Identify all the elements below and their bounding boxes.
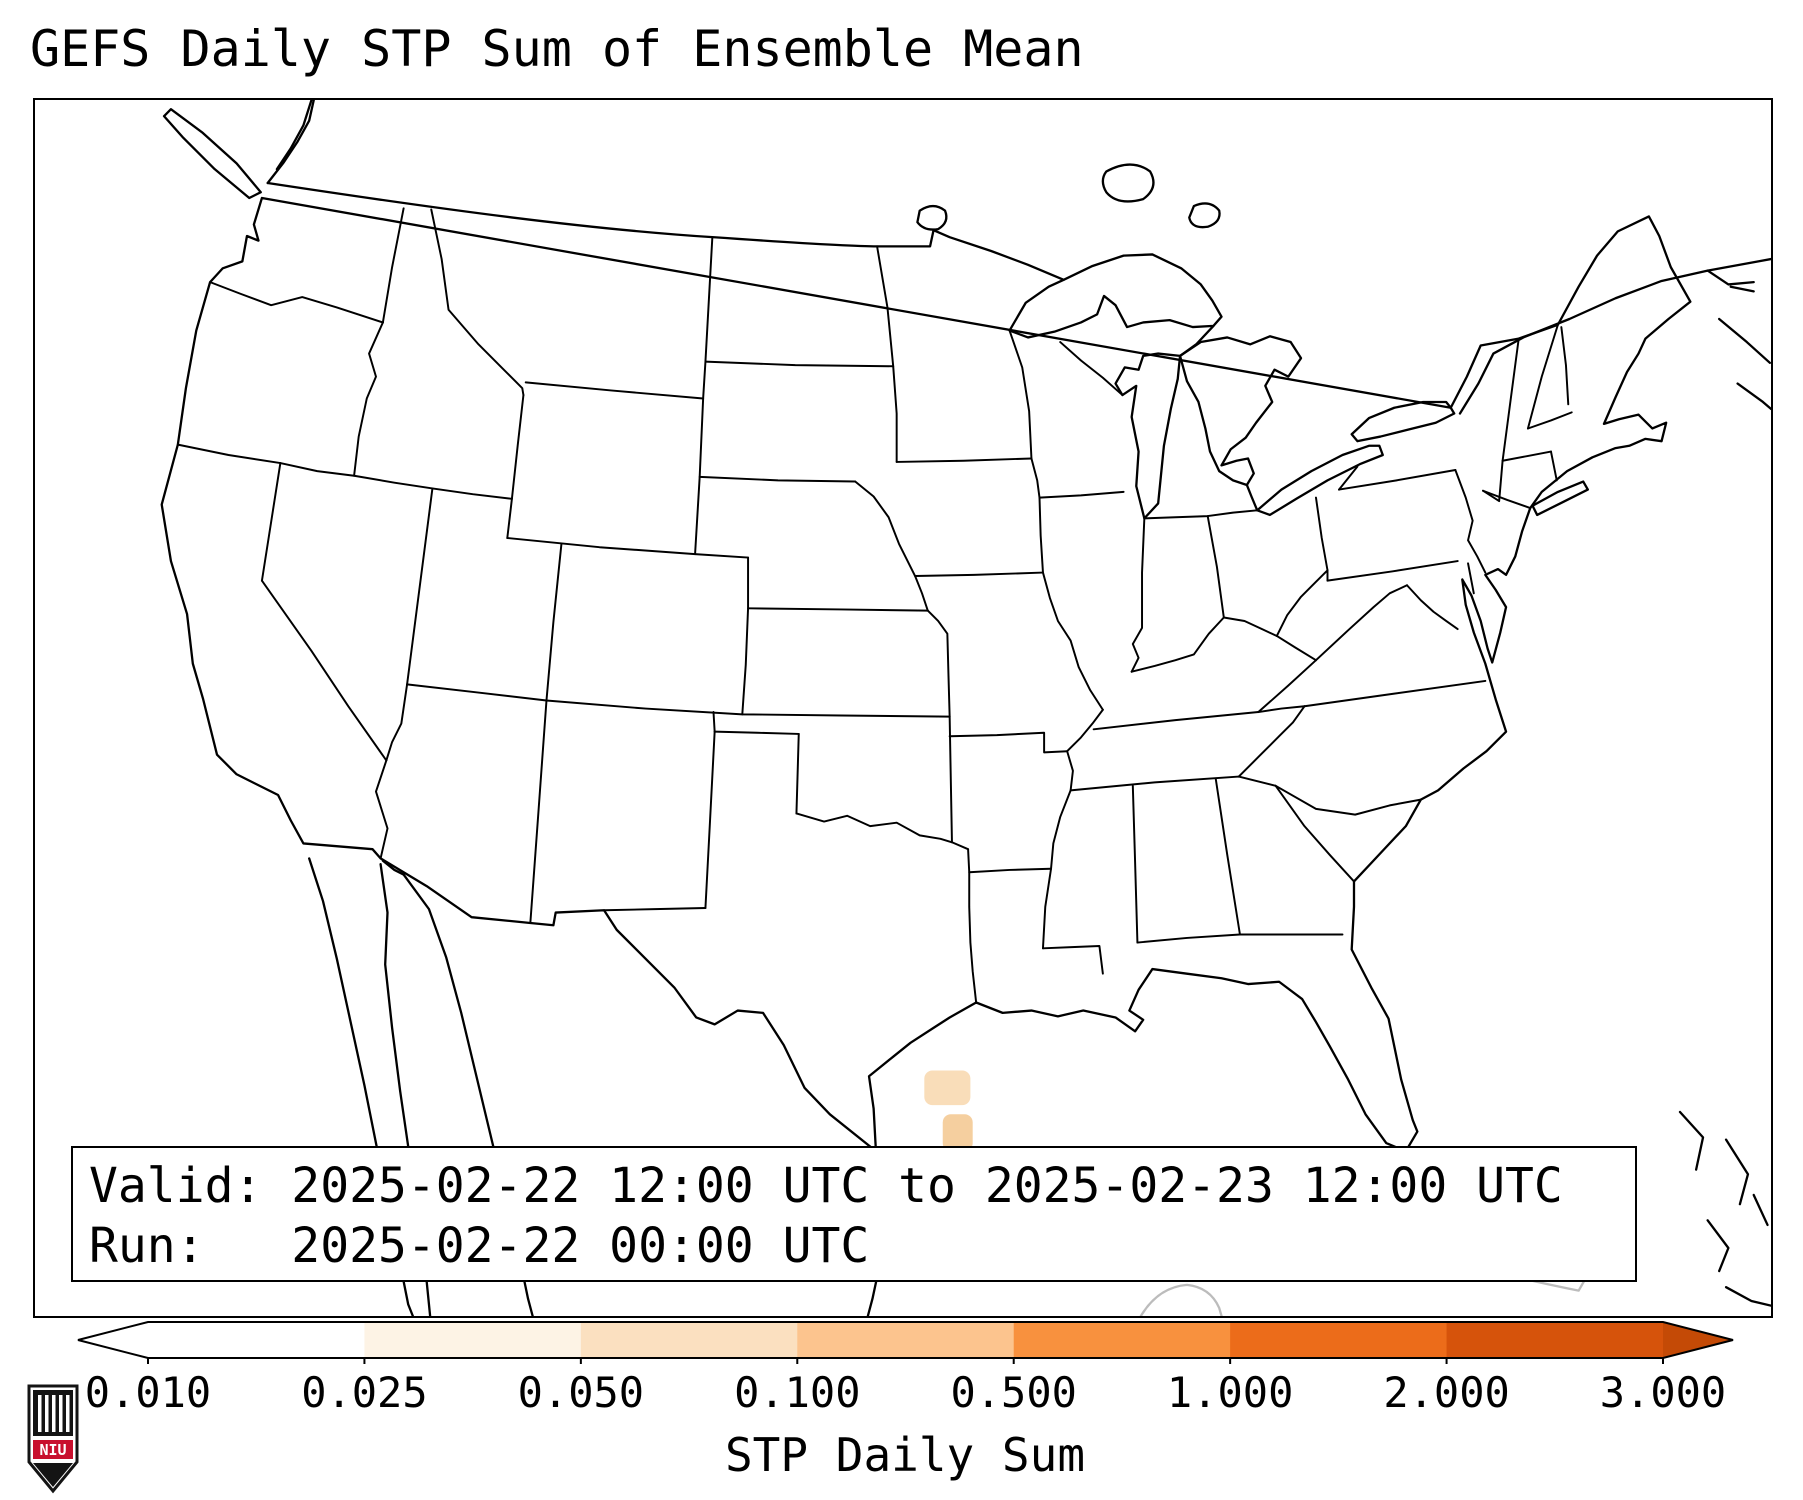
colorbar-segment bbox=[148, 1322, 366, 1358]
bahamas-islands bbox=[1678, 1110, 1771, 1307]
colorbar-left-arrow bbox=[78, 1322, 148, 1358]
state-borders bbox=[176, 207, 1573, 1004]
colorbar-right-arrow bbox=[1663, 1322, 1733, 1358]
logo-text: NIU bbox=[39, 1441, 66, 1459]
info-box: Valid: 2025-02-22 12:00 UTC to 2025-02-2… bbox=[71, 1146, 1637, 1282]
colorbar-title: STP Daily Sum bbox=[724, 1428, 1086, 1482]
run-time-line: Run: 2025-02-22 00:00 UTC bbox=[89, 1218, 870, 1274]
great-lakes bbox=[1008, 253, 1456, 520]
us-map-svg bbox=[160, 100, 1771, 1316]
colorbar-ticks: 0.010 0.025 0.050 0.100 0.500 1.000 2.000 3.000 bbox=[0, 1368, 1803, 1418]
colorbar-tick-label: 0.500 bbox=[950, 1368, 1077, 1417]
colorbar-svg bbox=[77, 1321, 1734, 1364]
colorbar-tick-label: 0.050 bbox=[517, 1368, 645, 1417]
map-frame: Valid: 2025-02-22 12:00 UTC to 2025-02-2… bbox=[33, 98, 1773, 1318]
colorbar-segment bbox=[364, 1322, 582, 1358]
colorbar-tick-label: 2.000 bbox=[1383, 1368, 1510, 1417]
colorbar-tick-label: 1.000 bbox=[1166, 1368, 1294, 1417]
colorbar-tick-label: 3.000 bbox=[1599, 1368, 1727, 1417]
niu-logo: NIU bbox=[27, 1384, 79, 1494]
colorbar-tick-label: 0.010 bbox=[84, 1368, 212, 1417]
canada-coastline bbox=[162, 100, 1771, 415]
colorbar-segment bbox=[1013, 1322, 1231, 1358]
colorbar-tick-label: 0.025 bbox=[301, 1368, 428, 1417]
colorbar-segment bbox=[580, 1322, 798, 1358]
colorbar-segment bbox=[797, 1322, 1015, 1358]
valid-time-line: Valid: 2025-02-22 12:00 UTC to 2025-02-2… bbox=[89, 1158, 1563, 1214]
colorbar-segment bbox=[1230, 1322, 1448, 1358]
page-title: GEFS Daily STP Sum of Ensemble Mean bbox=[30, 20, 1084, 78]
us-coastline bbox=[160, 181, 1692, 1153]
colorbar-tick-label: 0.100 bbox=[734, 1368, 861, 1417]
colorbar-segment bbox=[1446, 1322, 1664, 1358]
